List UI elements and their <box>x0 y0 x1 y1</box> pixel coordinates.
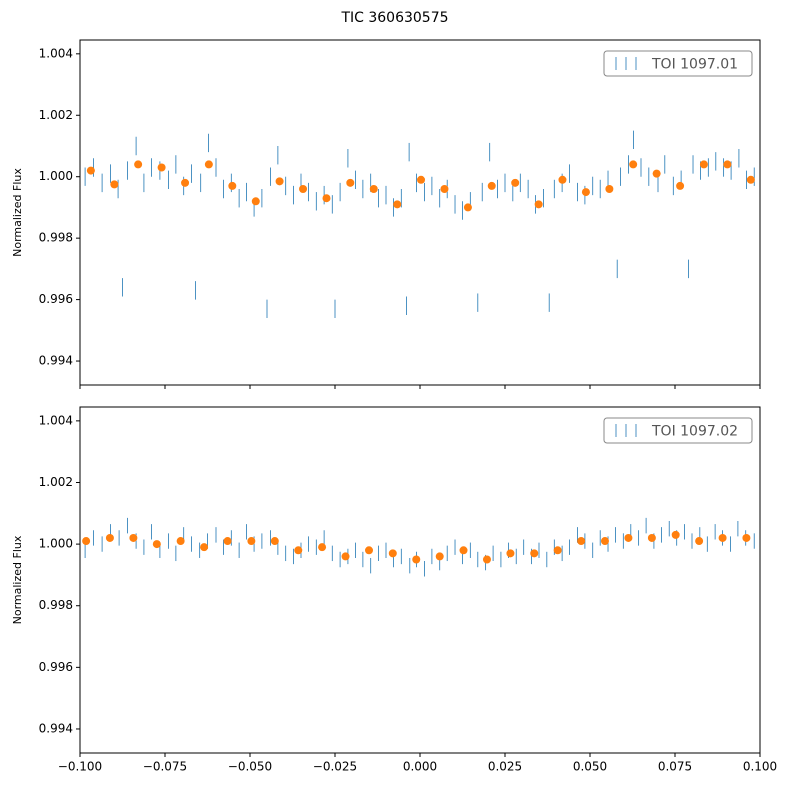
x-tick-label: 0.050 <box>573 760 607 774</box>
x-tick-label: −0.025 <box>313 760 357 774</box>
binned-point <box>322 194 331 203</box>
binned-point <box>511 178 520 187</box>
plot-area <box>82 517 755 577</box>
binned-point <box>200 543 209 552</box>
binned-point <box>581 188 590 197</box>
binned-point <box>459 546 468 555</box>
binned-point <box>629 160 638 169</box>
binned-point <box>558 175 567 184</box>
binned-point <box>742 533 751 542</box>
binned-point <box>463 203 472 212</box>
binned-point <box>110 180 119 189</box>
x-tick-label: −0.050 <box>228 760 272 774</box>
binned-point <box>152 540 161 549</box>
legend-label: TOI 1097.02 <box>651 424 738 440</box>
binned-point <box>369 184 378 193</box>
binned-point <box>365 546 373 555</box>
binned-point <box>346 178 355 187</box>
binned-point <box>134 160 143 169</box>
x-tick-label: −0.100 <box>58 760 102 774</box>
binned-point <box>388 549 397 558</box>
binned-point <box>157 163 166 172</box>
binned-point <box>746 175 755 184</box>
legend-box <box>603 417 753 444</box>
binned-point <box>228 181 237 190</box>
binned-point <box>699 160 708 169</box>
binned-point <box>605 184 614 193</box>
axes-frame <box>79 39 761 386</box>
binned-point <box>718 533 727 542</box>
binned-point <box>181 178 190 187</box>
y-tick-label: 1.004 <box>39 413 73 427</box>
binned-point <box>435 552 444 561</box>
binned-point <box>553 546 562 555</box>
binned-point <box>671 530 680 539</box>
binned-point <box>105 533 114 542</box>
binned-point <box>82 537 91 546</box>
binned-point <box>86 166 95 175</box>
y-tick-label: 1.002 <box>39 475 73 489</box>
y-tick-label: 0.998 <box>39 598 73 612</box>
binned-point <box>275 177 284 186</box>
y-axis-label: Normalized Flux <box>11 535 24 624</box>
x-tick-label: −0.075 <box>143 760 187 774</box>
binned-point <box>440 184 449 193</box>
binned-point <box>695 537 704 546</box>
binned-point <box>647 533 656 542</box>
binned-point <box>534 200 543 209</box>
legend-box <box>603 50 753 77</box>
binned-point <box>294 546 303 555</box>
binned-point <box>299 184 308 193</box>
binned-point <box>624 533 633 542</box>
binned-point <box>129 533 138 542</box>
binned-point <box>417 175 426 184</box>
y-tick-label: 0.998 <box>39 231 73 245</box>
binned-point <box>341 552 350 561</box>
x-tick-label: 0.075 <box>658 760 692 774</box>
axes-frame <box>79 406 761 754</box>
y-tick-label: 1.004 <box>39 46 73 60</box>
y-tick-label: 1.002 <box>39 108 73 122</box>
binned-point <box>482 555 491 564</box>
binned-point <box>506 549 515 558</box>
y-tick-label: 0.994 <box>39 354 73 368</box>
y-tick-label: 1.000 <box>39 537 73 551</box>
y-axis-label: Normalized Flux <box>11 168 24 257</box>
binned-point <box>577 537 586 546</box>
y-tick-label: 1.000 <box>39 169 73 183</box>
plot-area <box>84 130 755 319</box>
binned-point <box>412 555 421 564</box>
x-tick-label: 0.025 <box>488 760 522 774</box>
figure-title: TIC 360630575 <box>340 10 448 26</box>
binned-point <box>393 200 402 209</box>
binned-point <box>176 537 185 546</box>
x-tick-label: 0.000 <box>403 760 437 774</box>
x-tick-label: 0.100 <box>743 760 777 774</box>
binned-point <box>223 537 232 546</box>
y-tick-label: 0.996 <box>39 292 73 306</box>
binned-point <box>600 537 609 546</box>
binned-point <box>652 169 661 178</box>
binned-point <box>487 181 496 190</box>
binned-point <box>251 197 260 206</box>
binned-point <box>530 549 539 558</box>
y-tick-label: 0.994 <box>39 721 73 735</box>
binned-point <box>247 537 256 546</box>
legend-label: TOI 1097.01 <box>651 57 738 73</box>
binned-point <box>204 160 213 169</box>
binned-point <box>270 537 279 546</box>
binned-point <box>676 181 685 190</box>
binned-point <box>318 543 327 552</box>
binned-point <box>723 160 732 169</box>
y-tick-label: 0.996 <box>39 660 73 674</box>
